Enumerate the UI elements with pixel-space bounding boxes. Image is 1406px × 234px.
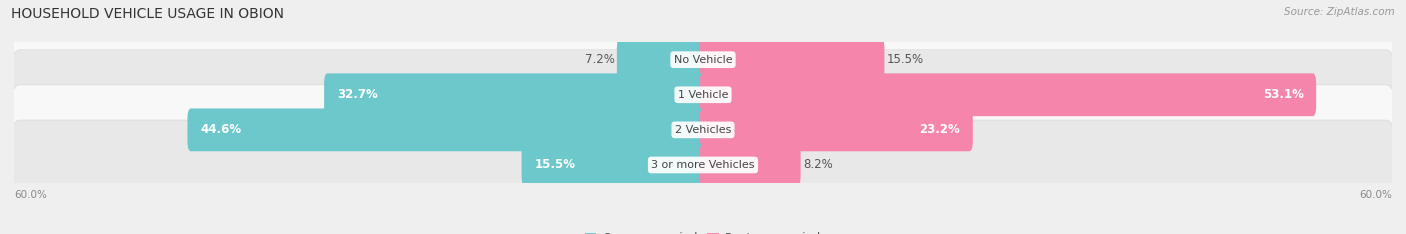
FancyBboxPatch shape [700, 38, 884, 81]
Text: 32.7%: 32.7% [336, 88, 377, 101]
Text: 44.6%: 44.6% [200, 123, 242, 136]
FancyBboxPatch shape [323, 73, 706, 116]
Legend: Owner-occupied, Renter-occupied: Owner-occupied, Renter-occupied [579, 227, 827, 234]
FancyBboxPatch shape [617, 38, 706, 81]
Text: 60.0%: 60.0% [14, 190, 46, 200]
FancyBboxPatch shape [700, 73, 1316, 116]
Text: No Vehicle: No Vehicle [673, 55, 733, 65]
FancyBboxPatch shape [187, 108, 706, 151]
Text: 3 or more Vehicles: 3 or more Vehicles [651, 160, 755, 170]
FancyBboxPatch shape [11, 15, 1395, 105]
FancyBboxPatch shape [11, 85, 1395, 175]
FancyBboxPatch shape [522, 143, 706, 186]
FancyBboxPatch shape [700, 143, 800, 186]
Text: HOUSEHOLD VEHICLE USAGE IN OBION: HOUSEHOLD VEHICLE USAGE IN OBION [11, 7, 284, 21]
Text: 60.0%: 60.0% [1360, 190, 1392, 200]
Text: 15.5%: 15.5% [534, 158, 575, 172]
Text: 1 Vehicle: 1 Vehicle [678, 90, 728, 100]
Text: 15.5%: 15.5% [887, 53, 924, 66]
Text: 2 Vehicles: 2 Vehicles [675, 125, 731, 135]
Text: 8.2%: 8.2% [803, 158, 832, 172]
FancyBboxPatch shape [700, 108, 973, 151]
Text: 7.2%: 7.2% [585, 53, 614, 66]
Text: 53.1%: 53.1% [1263, 88, 1303, 101]
FancyBboxPatch shape [11, 50, 1395, 140]
Text: Source: ZipAtlas.com: Source: ZipAtlas.com [1284, 7, 1395, 17]
Text: 23.2%: 23.2% [920, 123, 960, 136]
FancyBboxPatch shape [11, 120, 1395, 210]
